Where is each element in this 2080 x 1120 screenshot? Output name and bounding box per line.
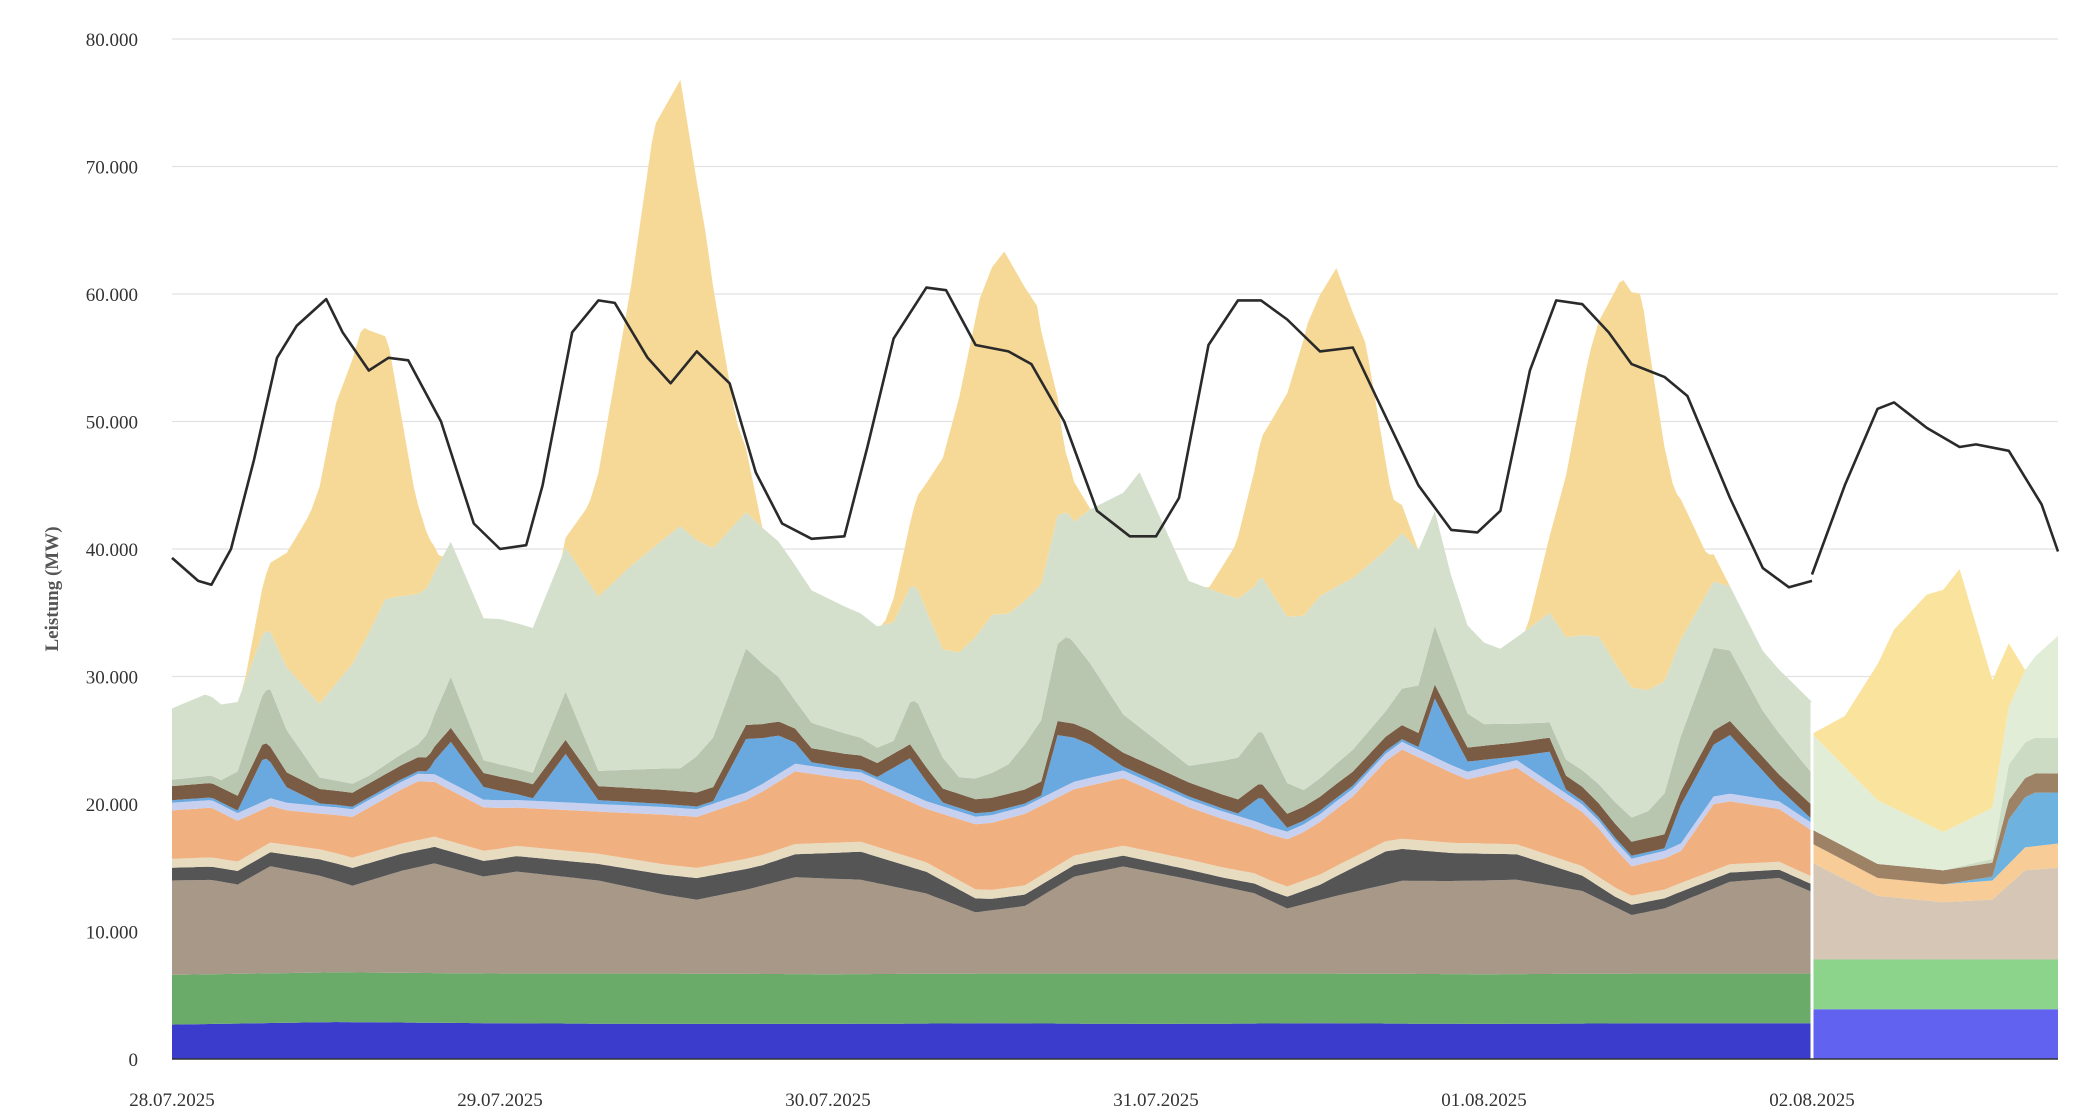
load-line	[171, 286, 1813, 589]
area-forecast-solar	[1812, 569, 2058, 832]
y-tick-label: 50.000	[86, 413, 138, 434]
area-forecast-pumped	[1812, 792, 2058, 885]
stacked-generation-areas	[172, 79, 1812, 1059]
area-hydro	[172, 1022, 1812, 1059]
area-solar	[172, 79, 1812, 709]
area-forecast-imports	[1812, 843, 2058, 903]
area-hard-coal	[172, 846, 1812, 915]
area-forecast-wind-offshore	[1812, 737, 2058, 871]
y-tick-label: 70.000	[86, 158, 138, 179]
y-axis-title: Leistung (MW)	[42, 526, 63, 651]
area-other	[172, 741, 1812, 867]
y-tick-label: 20.000	[86, 795, 138, 816]
area-forecast-biomass	[1812, 959, 2058, 1010]
forecast-generation-areas	[1812, 569, 2058, 1059]
x-tick-label: 31.07.2025	[1113, 1090, 1199, 1111]
y-tick-label: 40.000	[86, 540, 138, 561]
area-gas	[172, 836, 1812, 905]
y-tick-label: 10.000	[86, 923, 138, 944]
area-wind-offshore	[172, 625, 1812, 842]
y-tick-label: 80.000	[86, 30, 138, 51]
area-forecast-lignite	[1812, 862, 2058, 960]
area-biomass	[172, 972, 1812, 1025]
y-tick-label: 60.000	[86, 285, 138, 306]
area-forecast-hydro	[1812, 1009, 2058, 1059]
x-tick-label: 28.07.2025	[129, 1090, 215, 1111]
x-tick-label: 30.07.2025	[785, 1090, 871, 1111]
area-forecast-wind-onshore	[1812, 635, 2058, 871]
area-imports	[172, 749, 1812, 896]
x-tick-label: 29.07.2025	[457, 1090, 543, 1111]
x-axis-tick-labels: 28.07.2025 29.07.2025 30.07.2025 31.07.2025…	[129, 1090, 1855, 1111]
area-forecast-oil	[1812, 773, 2058, 885]
x-tick-label: 01.08.2025	[1441, 1090, 1527, 1111]
x-tick-label: 02.08.2025	[1769, 1090, 1855, 1111]
y-tick-label: 30.000	[86, 668, 138, 689]
load-lines	[171, 286, 2060, 589]
y-axis-tick-labels: 0 10.000 20.000 30.000 40.000 50.000 60.000 70.…	[86, 30, 138, 1071]
area-oil	[172, 684, 1812, 856]
y-tick-label: 0	[129, 1050, 139, 1071]
area-wind-onshore	[172, 472, 1812, 818]
area-lignite	[172, 863, 1812, 975]
load-forecast-line	[1810, 401, 2060, 575]
